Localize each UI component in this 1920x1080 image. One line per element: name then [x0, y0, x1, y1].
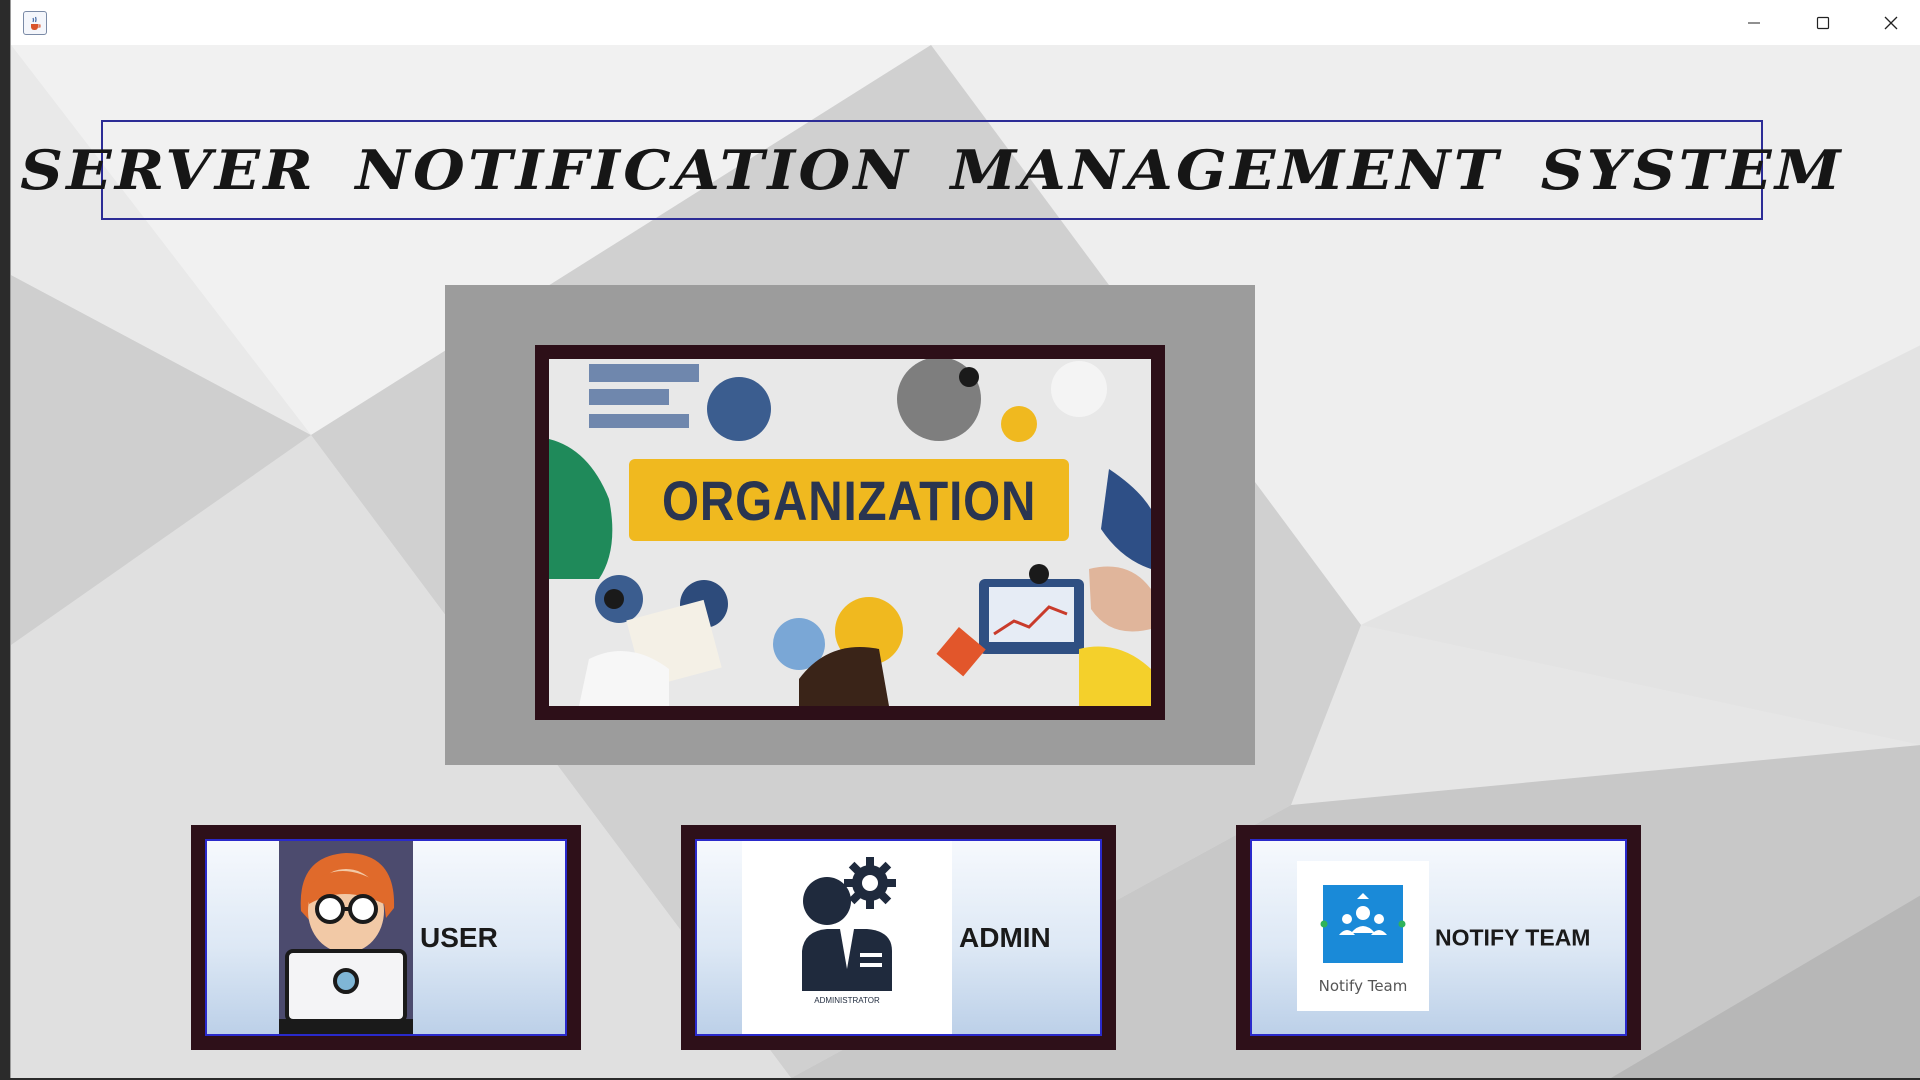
title-panel: SERVER NOTIFICATION MANAGEMENT SYSTEM [20, 120, 1841, 220]
administrator-icon: ADMINISTRATOR [742, 841, 952, 1034]
organization-image: ORGANIZATION [549, 359, 1151, 706]
notify-team-card: Notify Team NOTIFY TEAM [1236, 825, 1641, 1050]
user-card: USER [191, 825, 581, 1050]
title-bar [11, 0, 1920, 45]
administrator-caption: ADMINISTRATOR [814, 996, 880, 1005]
admin-card: ADMINISTRATOR ADMIN [681, 825, 1116, 1050]
admin-button[interactable]: ADMINISTRATOR ADMIN [695, 839, 1102, 1036]
user-laptop-icon [279, 841, 413, 1034]
image-panel: ORGANIZATION [445, 285, 1255, 765]
maximize-button[interactable] [1793, 0, 1853, 45]
maximize-icon [1816, 16, 1830, 29]
notify-team-label: NOTIFY TEAM [1435, 924, 1591, 950]
user-label: USER [420, 921, 498, 953]
app-window: SERVER NOTIFICATION MANAGEMENT SYSTEM [10, 0, 1920, 1078]
organization-image-frame: ORGANIZATION [535, 345, 1165, 720]
notify-team-caption: Notify Team [1318, 977, 1408, 995]
close-icon [1884, 16, 1898, 29]
minimize-icon [1748, 22, 1760, 23]
notify-team-button[interactable]: Notify Team NOTIFY TEAM [1250, 839, 1627, 1036]
admin-label: ADMIN [959, 921, 1051, 953]
close-button[interactable] [1861, 0, 1920, 45]
java-cup-icon[interactable] [23, 11, 47, 35]
notify-team-icon: Notify Team [1297, 861, 1429, 1011]
organization-banner: ORGANIZATION [629, 459, 1069, 541]
page-title: SERVER NOTIFICATION MANAGEMENT SYSTEM [20, 138, 1844, 202]
user-button[interactable]: USER [205, 839, 567, 1036]
organization-banner-text: ORGANIZATION [661, 468, 1037, 532]
main-content: SERVER NOTIFICATION MANAGEMENT SYSTEM [11, 45, 1920, 1078]
minimize-button[interactable] [1724, 0, 1784, 45]
